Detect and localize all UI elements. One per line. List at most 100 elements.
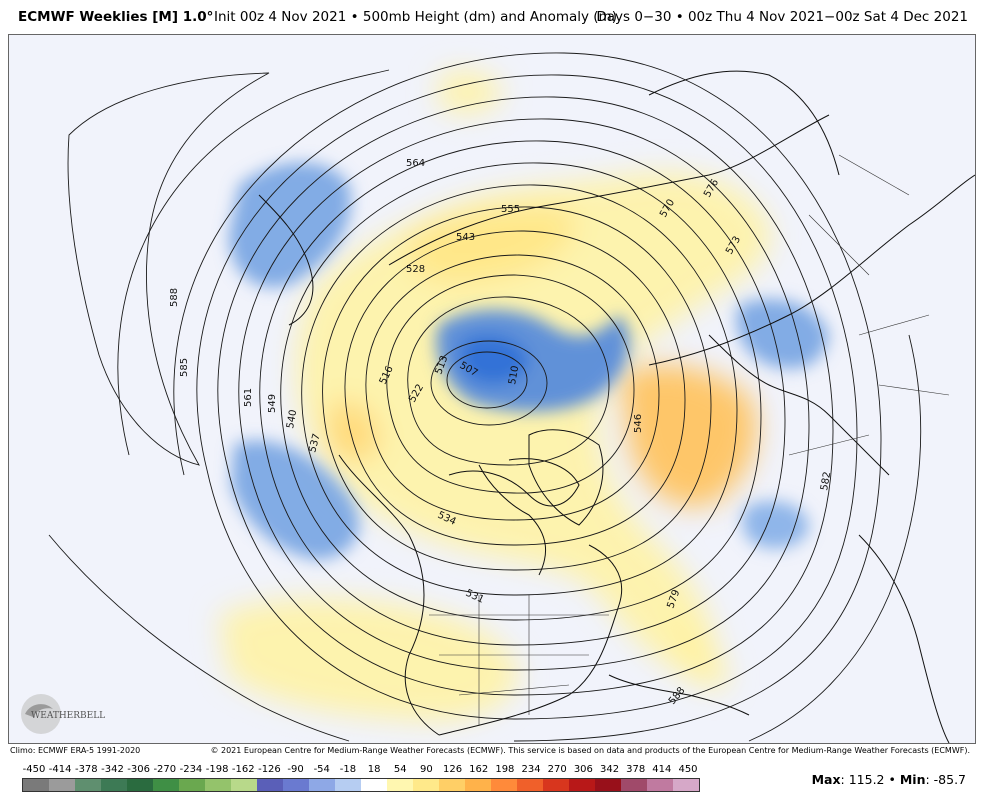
- contour-line: [446, 351, 528, 409]
- contour-line: [301, 184, 738, 596]
- max-value: 115.2: [848, 772, 885, 787]
- colorbar-label: 126: [443, 764, 463, 775]
- min-label: Min: [899, 772, 926, 787]
- contour-line: [322, 206, 712, 571]
- coastline-africa: [858, 534, 950, 743]
- colorbar-swatch: [361, 779, 387, 791]
- colorbar-swatch: [595, 779, 621, 791]
- contour-line: [365, 254, 660, 521]
- colorbar-label: -234: [179, 764, 203, 775]
- colorbar-swatch: [231, 779, 257, 791]
- colorbar-swatch: [647, 779, 673, 791]
- colorbar-label: -306: [127, 764, 150, 775]
- colorbar-label: 306: [573, 764, 593, 775]
- contour-line: [344, 230, 686, 546]
- contour-label: 564: [406, 158, 425, 169]
- colorbar-swatch: [179, 779, 205, 791]
- init-info: Init 00z 4 Nov 2021 • 500mb Height (dm) …: [214, 9, 617, 25]
- colorbar-swatch: [387, 779, 413, 791]
- contour-label: 585: [179, 358, 190, 377]
- contour-line: [196, 74, 858, 720]
- coastline-europe: [708, 334, 890, 476]
- coastline-caribbean: [608, 674, 750, 716]
- colorbar-swatch: [335, 779, 361, 791]
- colorbar-label: 234: [521, 764, 541, 775]
- contour-label: 510: [507, 365, 521, 386]
- colorbar-swatch: [257, 779, 283, 791]
- colorbar-swatch: [283, 779, 309, 791]
- colorbar-label: -270: [153, 764, 177, 775]
- contour-line: [117, 69, 390, 456]
- colorbar-swatch: [23, 779, 49, 791]
- contour-line: [48, 534, 350, 742]
- country-borders: [429, 154, 950, 725]
- colorbar-swatch: [101, 779, 127, 791]
- colorbar-swatch: [439, 779, 465, 791]
- coastline-arctic-archipelago: [478, 464, 547, 576]
- us-state-borders: [429, 595, 609, 725]
- colorbar-label: -378: [74, 764, 98, 775]
- colorbar-label: 162: [469, 764, 489, 775]
- colorbar-label: -450: [22, 764, 46, 775]
- model-title: ECMWF Weeklies [M] 1.0°: [18, 9, 214, 25]
- colorbar-swatch: [205, 779, 231, 791]
- contour-labels: 564 555 543 528 570 576 573 588 585 561 …: [169, 158, 833, 707]
- valid-period: Days 0−30 • 00z Thu 4 Nov 2021−00z Sat 4…: [596, 9, 968, 25]
- contour-line: [173, 52, 882, 742]
- colorbar-label: 18: [367, 764, 381, 775]
- colorbar-swatch: [673, 779, 699, 791]
- negative-anomalies: [229, 162, 829, 560]
- colorbar-label: -414: [48, 764, 72, 775]
- colorbar-swatch: [75, 779, 101, 791]
- contour-label: 543: [456, 232, 475, 243]
- contour-label: 549: [267, 394, 278, 413]
- colorbar-label: -198: [205, 764, 229, 775]
- colorbar-label: -162: [231, 764, 255, 775]
- contour-line: [748, 334, 922, 742]
- colorbar-label: -54: [313, 764, 330, 775]
- contour-label: 582: [819, 471, 833, 492]
- footer: Climo: ECMWF ERA-5 1991-2020 © 2021 Euro…: [8, 745, 976, 757]
- contour-line: [238, 118, 810, 671]
- contour-label: 561: [243, 388, 254, 407]
- max-label: Max: [811, 772, 841, 787]
- positive-anomalies: [219, 71, 771, 722]
- colorbar-labels: -450 -414 -378 -342 -306 -270 -234 -198 -162 -126…: [22, 764, 700, 778]
- contour-line: [407, 296, 610, 466]
- colorbar-swatch: [127, 779, 153, 791]
- min-value: -85.7: [933, 772, 966, 787]
- colorbar-label: -126: [258, 764, 281, 775]
- contour-line: [67, 72, 270, 466]
- colorbar-label: 90: [420, 764, 433, 775]
- colorbar-swatch: [153, 779, 179, 791]
- copyright-note: © 2021 European Centre for Medium-Range …: [210, 746, 970, 755]
- map-panel: 564 555 543 528 570 576 573 588 585 561 …: [8, 34, 976, 744]
- colorbar-label: 414: [652, 764, 672, 775]
- contour-line: [280, 162, 762, 621]
- weatherbell-logo: WEATHERBELL: [15, 691, 107, 737]
- coastlines: [258, 70, 975, 743]
- colorbar-swatch: [309, 779, 335, 791]
- colorbar-swatch: [569, 779, 595, 791]
- coastline-eurasia-north: [648, 174, 975, 366]
- map-canvas: 564 555 543 528 570 576 573 588 585 561 …: [9, 35, 975, 743]
- coastline-alaska: [258, 194, 314, 326]
- contour-label: 540: [285, 409, 299, 430]
- colorbar-label: -90: [287, 764, 304, 775]
- colorbar-swatch: [491, 779, 517, 791]
- contour-label: 546: [633, 414, 644, 433]
- contour-line: [430, 340, 548, 426]
- colorbar-label: 450: [678, 764, 698, 775]
- colorbar-label: -18: [339, 764, 357, 775]
- eurasia-borders: [788, 154, 950, 456]
- colorbar-label: 54: [393, 764, 407, 775]
- colorbar-label: 378: [626, 764, 646, 775]
- coastline-hudson-bay: [448, 458, 580, 507]
- contour-line: [259, 140, 786, 646]
- contour-label: 588: [169, 288, 180, 307]
- header: ECMWF Weeklies [M] 1.0° Init 00z 4 Nov 2…: [0, 0, 984, 34]
- contour-line: [386, 274, 635, 494]
- coastline-greenland: [528, 429, 604, 526]
- colorbar-label: 270: [547, 764, 567, 775]
- coastline-north-america: [338, 454, 623, 736]
